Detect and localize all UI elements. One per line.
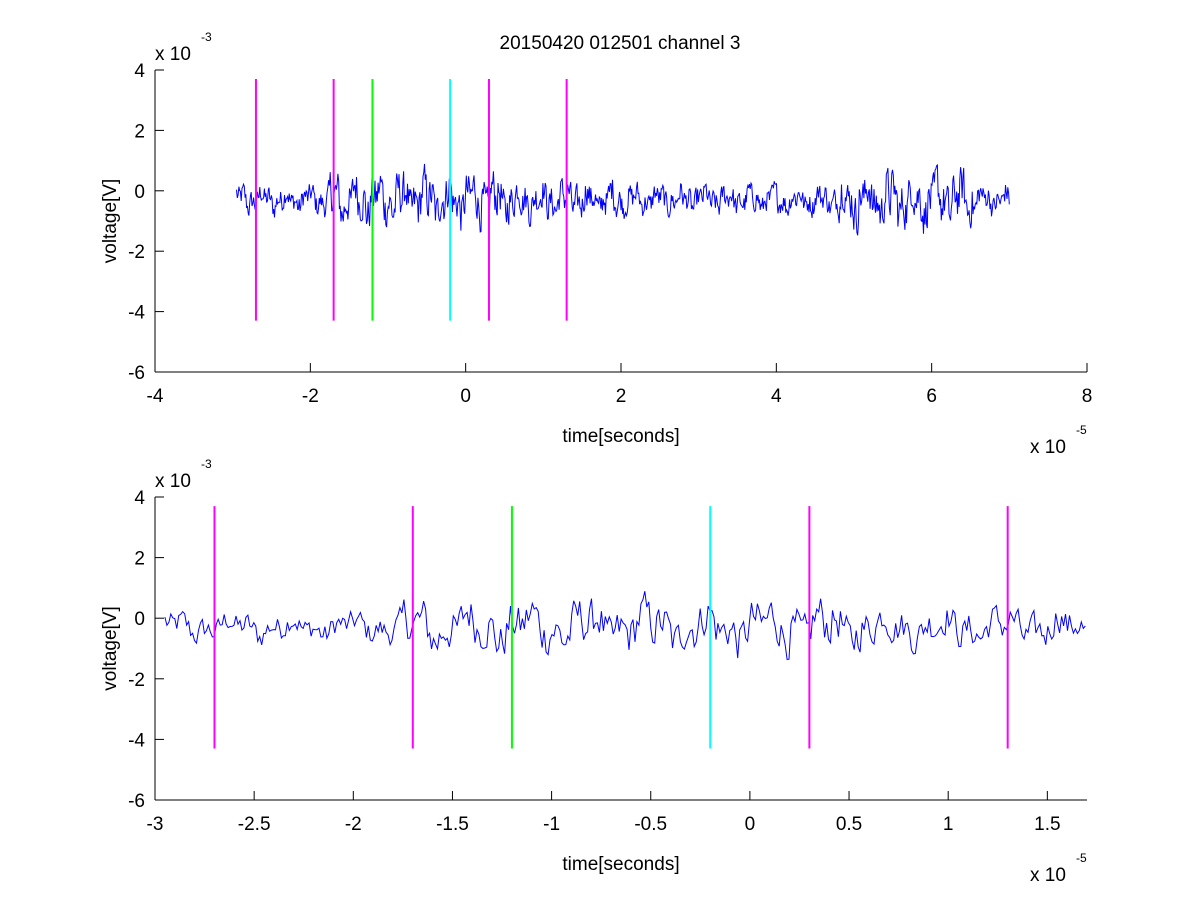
x-tick-label: 6 (926, 386, 937, 407)
bottom-plot-area (155, 497, 1087, 800)
bottom-x-ticks: -3 -2.5 -2 -1.5 -1 -0.5 0 0.5 1 1.5 (147, 791, 1061, 835)
x-tick-label: -4 (147, 386, 164, 407)
top-y-axis-label: voltage[V] (100, 179, 121, 264)
signal-line (164, 591, 1086, 660)
y-tick-label: 0 (134, 182, 145, 203)
y-tick-label: 4 (134, 61, 145, 82)
bottom-y-exponent: x 10 -3 (155, 457, 212, 492)
bottom-signal (164, 591, 1086, 660)
y-tick-label: 0 (134, 609, 145, 630)
y-tick-label: 2 (134, 549, 145, 570)
bottom-x-exponent-base: x 10 (1030, 865, 1066, 886)
top-event-markers (254, 79, 568, 321)
signal-line (236, 163, 1010, 236)
top-x-exponent: x 10 -5 (1030, 423, 1087, 458)
bottom-y-exponent-base: x 10 (155, 471, 191, 492)
x-tick-label: 0 (460, 386, 471, 407)
bottom-y-axis-label: voltage[V] (100, 606, 121, 691)
x-tick-label: 0.5 (836, 814, 862, 835)
top-x-exponent-base: x 10 (1030, 437, 1066, 458)
y-tick-label: 4 (134, 488, 145, 509)
top-x-ticks: -4 -2 0 2 4 6 8 (147, 363, 1093, 407)
top-y-exponent: x 10 -3 (155, 30, 212, 65)
bottom-x-exponent-power: -5 (1076, 851, 1087, 865)
y-tick-label: -4 (128, 303, 145, 324)
x-tick-label: 4 (771, 386, 782, 407)
bottom-x-exponent: x 10 -5 (1030, 851, 1087, 886)
y-tick-label: -2 (128, 670, 145, 691)
x-tick-label: 8 (1082, 386, 1093, 407)
bottom-axis-lines (154, 497, 1087, 801)
top-y-exponent-base: x 10 (155, 44, 191, 65)
top-y-ticks: -6 -4 -2 0 2 4 (128, 61, 164, 384)
y-tick-label: -6 (128, 363, 145, 384)
x-tick-label: -1.5 (436, 814, 469, 835)
figure-title: 20150420 012501 channel 3 (500, 33, 741, 54)
bottom-y-exponent-power: -3 (201, 457, 212, 471)
x-tick-label: -3 (147, 814, 164, 835)
bottom-event-markers (213, 506, 1009, 749)
x-tick-label: 1.5 (1034, 814, 1060, 835)
y-tick-label: 2 (134, 121, 145, 142)
x-tick-label: -0.5 (634, 814, 667, 835)
x-tick-label: 1 (943, 814, 954, 835)
top-plot-area (155, 70, 1087, 372)
x-tick-label: -1 (543, 814, 560, 835)
x-tick-label: 0 (745, 814, 756, 835)
x-tick-label: -2.5 (238, 814, 271, 835)
x-tick-label: -2 (302, 386, 319, 407)
y-tick-label: -2 (128, 242, 145, 263)
y-tick-label: -6 (128, 791, 145, 812)
top-x-axis-label: time[seconds] (562, 426, 679, 447)
x-tick-label: -2 (345, 814, 362, 835)
bottom-x-axis-label: time[seconds] (562, 854, 679, 875)
bottom-axes: -3 -2.5 -2 -1.5 -1 -0.5 0 0.5 1 1.5 -6 -4 -2 0 2 4 tim… (100, 457, 1087, 886)
top-signal (236, 163, 1010, 236)
y-tick-label: -4 (128, 730, 145, 751)
top-x-exponent-power: -5 (1076, 423, 1087, 437)
top-y-exponent-power: -3 (201, 30, 212, 44)
x-tick-label: 2 (616, 386, 627, 407)
bottom-y-ticks: -6 -4 -2 0 2 4 (128, 488, 164, 812)
